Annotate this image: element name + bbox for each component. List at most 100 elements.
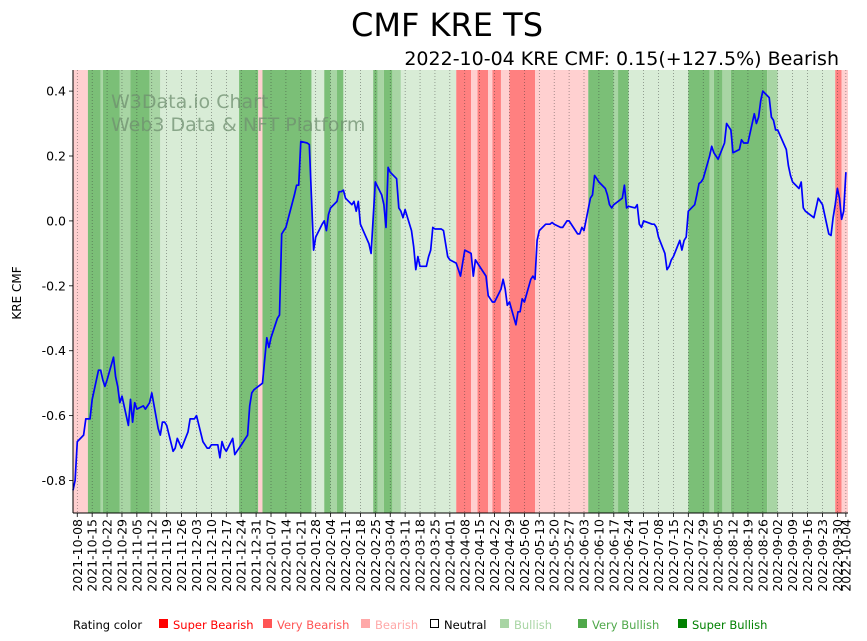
rating-band (618, 70, 629, 513)
y-tick-label: -0.8 (42, 473, 66, 488)
x-tick-label: 2021-10-29 (114, 519, 129, 592)
x-tick-label: 2022-10-04 (838, 519, 853, 592)
rating-band (477, 70, 489, 513)
y-tick-label: 0.0 (46, 213, 66, 228)
rating-band (100, 70, 103, 513)
rating-band (130, 70, 150, 513)
x-tick-label: 2022-08-05 (711, 519, 726, 592)
legend-swatch (678, 619, 687, 628)
legend-swatch (159, 619, 168, 628)
x-tick-label: 2022-06-24 (621, 519, 636, 592)
y-tick-label: 0.2 (46, 149, 66, 164)
rating-band (713, 70, 723, 513)
rating-band (102, 70, 120, 513)
watermark-line-2: Web3 Data & NFT Platform (111, 114, 365, 136)
x-tick-label: 2022-01-21 (293, 519, 308, 592)
x-tick-label: 2022-02-18 (353, 519, 368, 592)
rating-band (535, 70, 589, 513)
rating-band (709, 70, 714, 513)
x-tick-label: 2022-09-02 (770, 519, 785, 592)
x-tick-label: 2022-09-09 (785, 519, 800, 592)
chart-title: CMF KRE TS (351, 6, 543, 44)
rating-band (337, 70, 344, 513)
x-tick-label: 2021-12-31 (249, 519, 264, 592)
rating-band (330, 70, 338, 513)
rating-band (149, 70, 161, 513)
x-tick-label: 2022-05-20 (547, 519, 562, 592)
x-tick-label: 2022-07-22 (681, 519, 696, 592)
x-tick-label: 2022-04-29 (502, 519, 517, 592)
rating-band (239, 70, 259, 513)
x-tick-label: 2022-09-23 (815, 519, 830, 592)
x-tick-label: 2021-12-17 (219, 519, 234, 592)
rating-band (835, 70, 842, 513)
rating-band (258, 70, 263, 513)
legend-swatch (500, 619, 509, 628)
rating-band (730, 70, 768, 513)
x-tick-label: 2021-12-03 (189, 519, 204, 592)
chart-subtitle: 2022-10-04 KRE CMF: 0.15(+127.5%) Bearis… (404, 48, 839, 70)
legend-label: Super Bullish (692, 618, 767, 632)
y-axis-label: KRE CMF (10, 266, 24, 319)
rating-band (324, 70, 331, 513)
x-tick-label: 2022-08-12 (726, 519, 741, 592)
y-tick-label: -0.2 (42, 278, 66, 293)
legend-swatch (430, 619, 439, 628)
x-tick-label: 2022-06-17 (606, 519, 621, 592)
rating-band (777, 70, 836, 513)
x-tick-label: 2021-12-10 (204, 519, 219, 592)
rating-band (613, 70, 619, 513)
rating-band (383, 70, 393, 513)
legend-label: Neutral (444, 618, 486, 632)
legend-label: Bearish (375, 618, 418, 632)
x-tick-label: 2022-04-01 (442, 519, 457, 592)
x-tick-label: 2022-04-22 (487, 519, 502, 592)
x-tick-label: 2022-05-13 (532, 519, 547, 592)
x-tick-label: 2022-02-25 (368, 519, 383, 592)
x-tick-label: 2022-05-27 (562, 519, 577, 592)
legend-swatch (263, 619, 272, 628)
x-tick-label: 2021-12-24 (234, 519, 249, 592)
x-tick-label: 2022-07-01 (636, 519, 651, 592)
x-tick-label: 2022-07-29 (696, 519, 711, 592)
watermark-line-1: W3Data.io Chart (111, 91, 268, 113)
rating-band (588, 70, 614, 513)
x-tick-label: 2022-08-26 (755, 519, 770, 592)
rating-band (400, 70, 457, 513)
x-tick-label: 2022-07-08 (651, 519, 666, 592)
x-tick-label: 2022-06-03 (576, 519, 591, 592)
legend-label: Super Bearish (173, 618, 254, 632)
x-tick-label: 2022-03-04 (383, 519, 398, 592)
x-tick-label: 2022-03-11 (398, 519, 413, 592)
axes (72, 70, 848, 514)
y-tick-label: 0.4 (46, 84, 66, 99)
x-tick-label: 2022-07-15 (666, 519, 681, 592)
rating-band (488, 70, 493, 513)
series-line-kre-cmf (72, 90, 847, 491)
x-tick-label: 2021-11-12 (144, 519, 159, 592)
legend-label: Very Bullish (592, 618, 659, 632)
x-tick-label: 2021-11-26 (174, 519, 189, 592)
rating-band (87, 70, 101, 513)
y-tick-label: -0.4 (42, 343, 66, 358)
legend-swatch (361, 619, 370, 628)
x-tick-label: 2022-01-07 (264, 519, 279, 592)
rating-bands (73, 70, 848, 513)
x-tick-label: 2022-03-25 (427, 519, 442, 592)
x-axis-ticks: 2021-10-08 2021-10-15 2021-10-22 2021-10-29… (70, 513, 853, 592)
x-tick-label: 2022-06-10 (591, 519, 606, 592)
rating-band (377, 70, 384, 513)
x-gridlines (76, 70, 847, 513)
rating-band (73, 70, 88, 513)
rating-band (392, 70, 401, 513)
x-tick-label: 2022-09-16 (800, 519, 815, 592)
legend-title: Rating color (73, 618, 142, 632)
rating-band (311, 70, 325, 513)
rating-band (119, 70, 131, 513)
rating-band (722, 70, 731, 513)
legend-label: Very Bearish (277, 618, 349, 632)
legend-swatch (578, 619, 587, 628)
x-tick-label: 2021-10-22 (100, 519, 115, 592)
x-tick-label: 2022-02-11 (338, 519, 353, 592)
